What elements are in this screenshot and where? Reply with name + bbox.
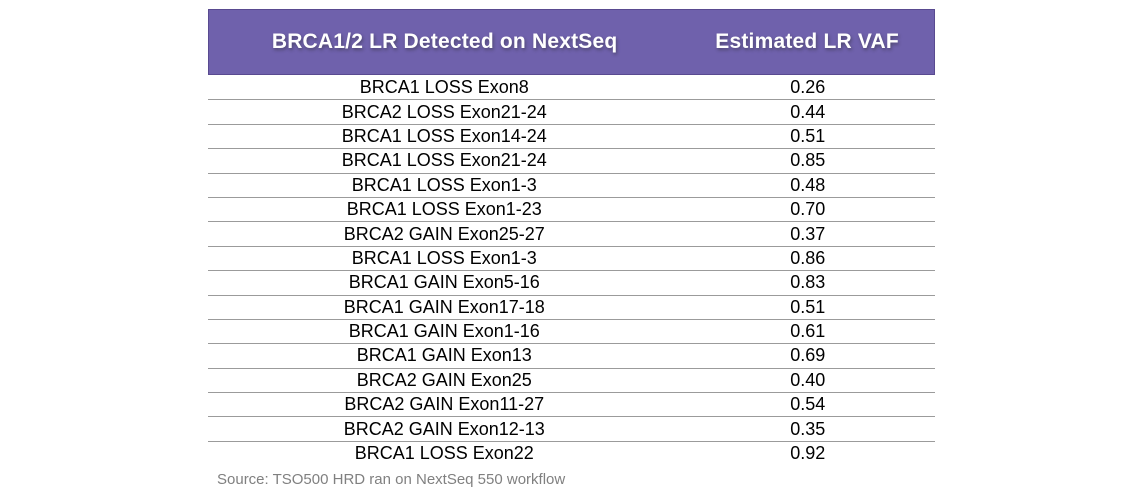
table-body: BRCA1 LOSS Exon8 0.26 BRCA2 LOSS Exon21-… — [208, 75, 935, 465]
brca-lr-table: BRCA1/2 LR Detected on NextSeq Estimated… — [208, 9, 935, 488]
table-row: BRCA1 LOSS Exon21-24 0.85 — [208, 148, 935, 172]
variant-cell: BRCA1 LOSS Exon14-24 — [341, 125, 547, 146]
table-row: BRCA1 GAIN Exon13 0.69 — [208, 343, 935, 367]
variant-cell: BRCA1 LOSS Exon1-3 — [351, 247, 537, 268]
table-header-variant-column: BRCA1/2 LR Detected on NextSeq — [271, 30, 618, 53]
vaf-cell: 0.35 — [790, 418, 826, 439]
table-row: BRCA1 LOSS Exon1-23 0.70 — [208, 196, 935, 221]
variant-cell: BRCA2 GAIN Exon11-27 — [344, 394, 545, 415]
vaf-cell: 0.40 — [790, 369, 826, 390]
vaf-cell: 0.51 — [790, 296, 826, 317]
table-row: BRCA1 LOSS Exon1-3 0.48 — [208, 172, 935, 197]
vaf-cell: 0.83 — [790, 272, 826, 293]
variant-cell: BRCA2 LOSS Exon21-24 — [341, 101, 547, 122]
vaf-cell: 0.70 — [790, 199, 826, 220]
vaf-cell: 0.48 — [790, 174, 826, 195]
variant-cell: BRCA2 GAIN Exon25 — [356, 369, 532, 390]
vaf-cell: 0.92 — [790, 443, 826, 464]
vaf-cell: 0.26 — [790, 76, 826, 97]
vaf-cell: 0.37 — [790, 223, 826, 244]
table-row: BRCA2 GAIN Exon25-27 0.37 — [208, 221, 935, 245]
variant-cell: BRCA2 GAIN Exon25-27 — [343, 223, 545, 244]
table-row: BRCA2 GAIN Exon25 0.40 — [208, 367, 935, 392]
vaf-cell: 0.44 — [790, 101, 826, 122]
variant-cell: BRCA1 GAIN Exon13 — [356, 345, 532, 366]
variant-cell: BRCA1 LOSS Exon22 — [354, 443, 534, 464]
table-row: BRCA1 GAIN Exon1-16 0.61 — [208, 318, 935, 343]
table-row: BRCA1 LOSS Exon22 0.92 — [208, 440, 935, 465]
vaf-cell: 0.61 — [790, 321, 826, 342]
variant-cell: BRCA1 GAIN Exon1-16 — [348, 321, 540, 342]
table-row: BRCA2 GAIN Exon11-27 0.54 — [208, 392, 935, 416]
table-row: BRCA1 LOSS Exon1-3 0.86 — [208, 245, 935, 270]
table-row: BRCA1 LOSS Exon14-24 0.51 — [208, 123, 935, 148]
table-row: BRCA2 GAIN Exon12-13 0.35 — [208, 416, 935, 440]
variant-cell: BRCA1 LOSS Exon8 — [359, 76, 529, 97]
variant-cell: BRCA1 LOSS Exon21-24 — [341, 150, 547, 171]
table-header-vaf-column: Estimated LR VAF — [715, 30, 899, 53]
vaf-cell: 0.85 — [790, 150, 826, 171]
variant-cell: BRCA1 GAIN Exon17-18 — [343, 296, 545, 317]
variant-cell: BRCA1 LOSS Exon1-3 — [351, 174, 537, 195]
table-row: BRCA2 LOSS Exon21-24 0.44 — [208, 99, 935, 123]
vaf-cell: 0.86 — [790, 247, 826, 268]
table-row: BRCA1 LOSS Exon8 0.26 — [208, 75, 935, 99]
variant-cell: BRCA1 GAIN Exon5-16 — [348, 272, 540, 293]
table-header-row: BRCA1/2 LR Detected on NextSeq Estimated… — [208, 9, 935, 75]
table-row: BRCA1 GAIN Exon17-18 0.51 — [208, 294, 935, 319]
variant-cell: BRCA1 LOSS Exon1-23 — [346, 199, 542, 220]
source-note: Source: TSO500 HRD ran on NextSeq 550 wo… — [217, 471, 566, 489]
variant-cell: BRCA2 GAIN Exon12-13 — [343, 418, 545, 439]
vaf-cell: 0.51 — [790, 125, 826, 146]
table-row: BRCA1 GAIN Exon5-16 0.83 — [208, 270, 935, 294]
vaf-cell: 0.54 — [790, 394, 826, 415]
vaf-cell: 0.69 — [790, 345, 826, 366]
